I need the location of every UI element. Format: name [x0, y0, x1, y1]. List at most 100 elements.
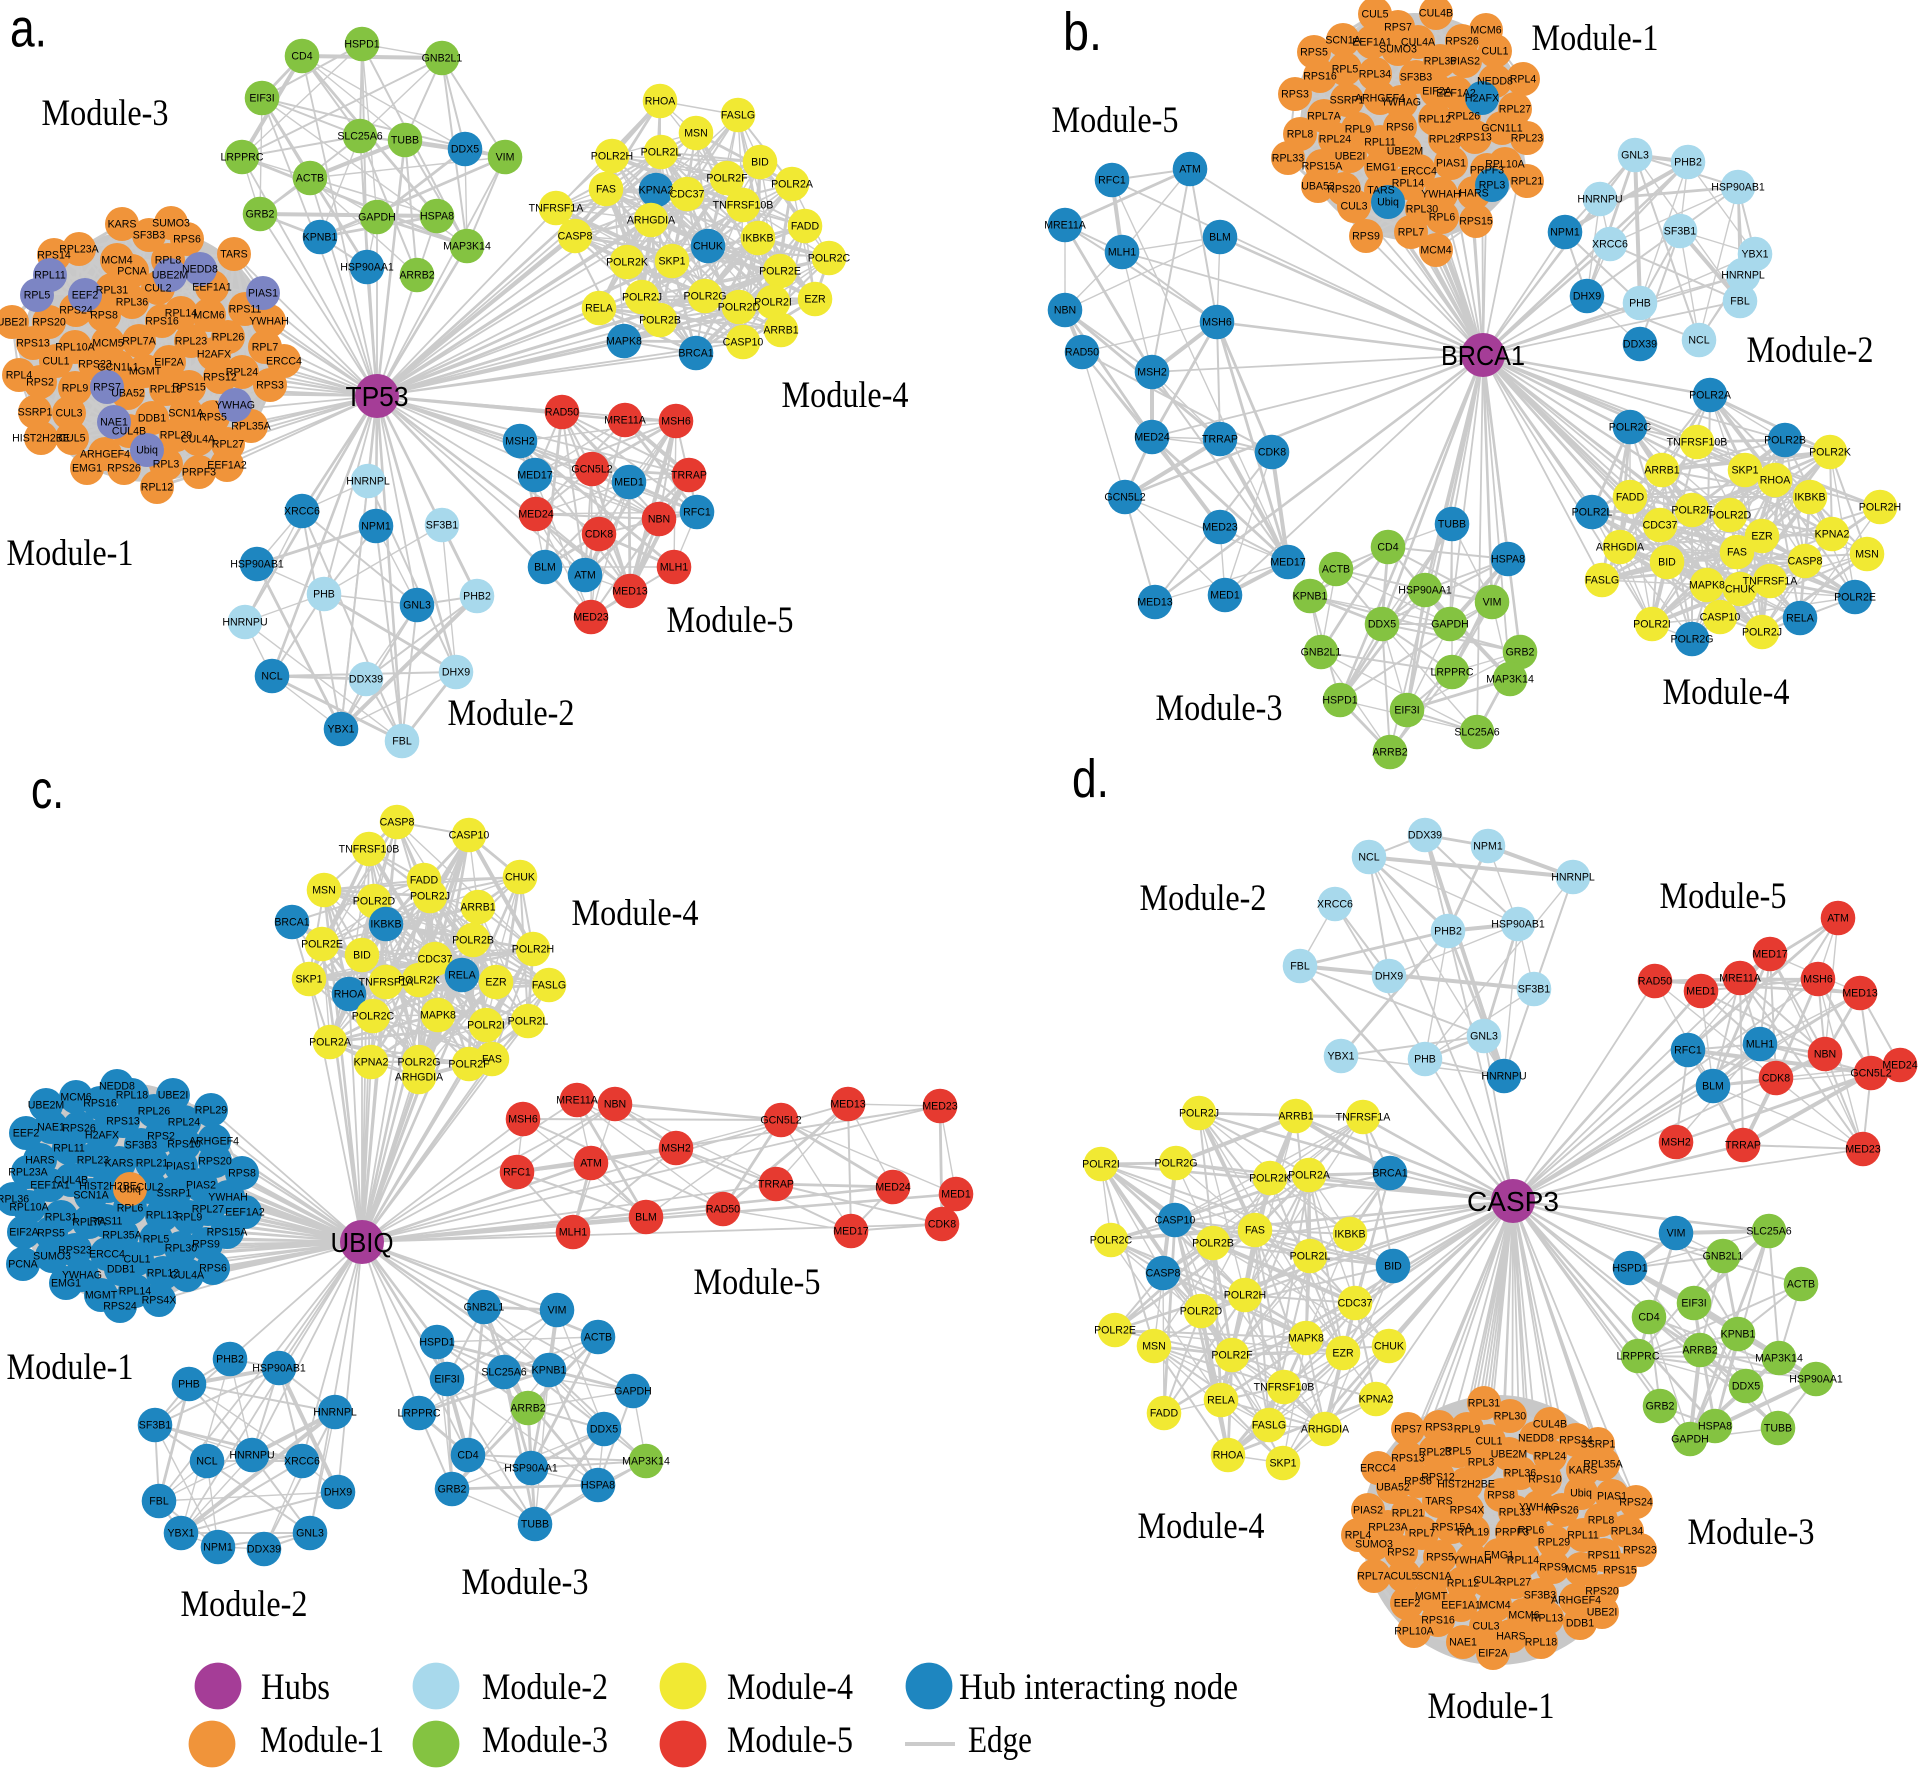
- svg-text:GRB2: GRB2: [246, 209, 275, 221]
- svg-text:RPL5: RPL5: [24, 290, 51, 302]
- svg-text:EIF2A: EIF2A: [1478, 1648, 1508, 1660]
- svg-text:MED17: MED17: [833, 1226, 868, 1238]
- svg-text:CDK8: CDK8: [1762, 1073, 1790, 1085]
- svg-text:FASLG: FASLG: [532, 980, 566, 992]
- svg-text:POLR2K: POLR2K: [398, 975, 440, 987]
- svg-text:MRE11A: MRE11A: [1719, 973, 1762, 985]
- svg-text:YWHAG: YWHAG: [1381, 97, 1421, 109]
- svg-text:RHOA: RHOA: [334, 989, 366, 1001]
- svg-text:RPS3: RPS3: [1281, 89, 1309, 101]
- svg-text:DHX9: DHX9: [1375, 971, 1403, 983]
- svg-text:CUL4B: CUL4B: [1419, 8, 1453, 20]
- svg-text:RPL5: RPL5: [1445, 1446, 1472, 1458]
- svg-text:RFC1: RFC1: [1098, 175, 1126, 187]
- svg-text:KPNA2: KPNA2: [639, 185, 674, 197]
- svg-text:EEF1A2: EEF1A2: [207, 460, 247, 472]
- svg-text:RPL13: RPL13: [146, 1210, 178, 1222]
- svg-text:NCL: NCL: [196, 1456, 217, 1468]
- svg-text:RPL27: RPL27: [1499, 104, 1531, 116]
- svg-text:MCM6: MCM6: [60, 1092, 91, 1104]
- svg-text:POLR2E: POLR2E: [1834, 592, 1876, 604]
- svg-text:KPNB1: KPNB1: [1293, 591, 1328, 603]
- svg-text:CUL5: CUL5: [1361, 9, 1388, 21]
- svg-text:RPS4X: RPS4X: [142, 1295, 177, 1307]
- svg-text:RPS23: RPS23: [58, 1245, 92, 1257]
- svg-text:KPNB1: KPNB1: [532, 1365, 567, 1377]
- svg-text:POLR2D: POLR2D: [1709, 510, 1752, 522]
- svg-text:RPS13: RPS13: [1391, 1453, 1425, 1465]
- svg-text:Module-2: Module-2: [482, 1667, 608, 1708]
- svg-text:RPS7: RPS7: [1394, 1424, 1422, 1436]
- svg-text:Hubs: Hubs: [261, 1667, 330, 1708]
- svg-text:MCM6: MCM6: [1470, 25, 1501, 37]
- svg-text:POLR2A: POLR2A: [771, 179, 814, 191]
- svg-text:RPS8: RPS8: [1487, 1490, 1515, 1502]
- svg-text:RPS13: RPS13: [16, 338, 50, 350]
- svg-text:ARRB2: ARRB2: [1682, 1345, 1717, 1357]
- svg-text:FADD: FADD: [1616, 492, 1645, 504]
- svg-text:EEF1A1: EEF1A1: [192, 282, 232, 294]
- svg-text:RPS15: RPS15: [172, 382, 206, 394]
- svg-text:ARRB2: ARRB2: [510, 1403, 545, 1415]
- svg-text:RPS10: RPS10: [1528, 1474, 1562, 1486]
- svg-text:EMG1: EMG1: [1484, 1550, 1514, 1562]
- svg-text:RPS11: RPS11: [229, 304, 262, 316]
- svg-text:HSP90AB1: HSP90AB1: [1491, 919, 1545, 931]
- svg-text:RHOA: RHOA: [645, 96, 677, 108]
- svg-text:RPS9: RPS9: [1352, 231, 1380, 243]
- svg-text:RPL12: RPL12: [141, 482, 173, 494]
- svg-text:Edge: Edge: [968, 1720, 1032, 1761]
- svg-text:MED23: MED23: [1202, 522, 1237, 534]
- svg-text:EIF2A: EIF2A: [154, 357, 184, 369]
- svg-text:VIM: VIM: [1483, 597, 1502, 609]
- svg-text:HSP90AA1: HSP90AA1: [340, 262, 394, 274]
- svg-text:IKBKB: IKBKB: [370, 919, 401, 931]
- svg-text:RPS15A: RPS15A: [1432, 1522, 1474, 1534]
- svg-text:RHOA: RHOA: [1760, 475, 1792, 487]
- svg-text:RPS26: RPS26: [62, 1123, 96, 1135]
- svg-text:RFC1: RFC1: [503, 1167, 531, 1179]
- svg-text:RPL31: RPL31: [96, 285, 128, 297]
- svg-text:RPL34: RPL34: [1359, 69, 1391, 81]
- svg-text:MED24: MED24: [875, 1182, 910, 1194]
- svg-text:YBX1: YBX1: [327, 724, 354, 736]
- svg-text:POLR2F: POLR2F: [706, 173, 748, 185]
- svg-text:MED17: MED17: [1752, 949, 1787, 961]
- svg-text:RPL3: RPL3: [1479, 180, 1506, 192]
- svg-text:EEF1A1: EEF1A1: [1441, 1600, 1481, 1612]
- svg-text:POLR2B: POLR2B: [452, 935, 494, 947]
- svg-text:KARS: KARS: [1569, 1465, 1598, 1477]
- svg-text:SLC25A6: SLC25A6: [337, 131, 382, 143]
- svg-text:H2AFX: H2AFX: [85, 1130, 119, 1142]
- svg-text:YBX1: YBX1: [1327, 1051, 1354, 1063]
- svg-text:TARS: TARS: [1425, 1496, 1452, 1508]
- svg-text:PCNA: PCNA: [8, 1259, 38, 1271]
- svg-text:Module-2: Module-2: [1140, 878, 1267, 919]
- svg-text:MGMT: MGMT: [129, 366, 162, 378]
- svg-text:PCNA: PCNA: [117, 266, 147, 278]
- svg-text:CDC37: CDC37: [1338, 1298, 1373, 1310]
- svg-text:POLR2C: POLR2C: [352, 1011, 395, 1023]
- svg-text:BLM: BLM: [1702, 1081, 1724, 1093]
- svg-text:ACTB: ACTB: [296, 173, 324, 185]
- svg-text:NCL: NCL: [261, 671, 282, 683]
- svg-text:RPL9: RPL9: [62, 383, 89, 395]
- svg-text:RPS16: RPS16: [145, 316, 179, 328]
- svg-text:NBN: NBN: [1814, 1049, 1836, 1061]
- svg-text:EZR: EZR: [804, 294, 826, 306]
- svg-text:CUL4B: CUL4B: [112, 426, 146, 438]
- svg-text:CUL4A: CUL4A: [170, 1270, 205, 1282]
- svg-text:ATM: ATM: [1179, 164, 1201, 176]
- svg-text:BRCA1: BRCA1: [1441, 340, 1525, 371]
- svg-text:RPL33: RPL33: [1272, 153, 1304, 165]
- svg-text:CD4: CD4: [1377, 542, 1398, 554]
- svg-text:Module-3: Module-3: [42, 93, 169, 134]
- svg-text:Ubiq: Ubiq: [136, 445, 158, 457]
- svg-text:RPS20: RPS20: [1585, 1586, 1619, 1598]
- svg-text:HNRNPL: HNRNPL: [313, 1407, 357, 1419]
- svg-text:RPL27: RPL27: [192, 1204, 224, 1216]
- svg-text:RPL36: RPL36: [116, 297, 148, 309]
- svg-text:RPL31: RPL31: [1468, 1398, 1500, 1410]
- svg-text:MED13: MED13: [1842, 988, 1877, 1000]
- svg-text:KPNA2: KPNA2: [1815, 529, 1850, 541]
